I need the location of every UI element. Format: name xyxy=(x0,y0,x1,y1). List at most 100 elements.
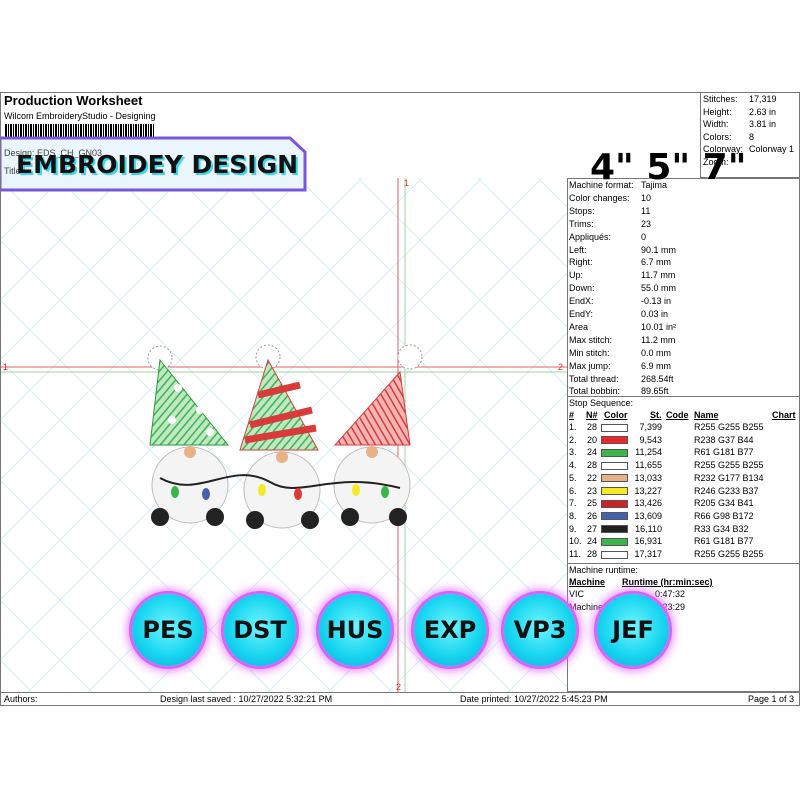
stitch-count: 7,399 xyxy=(639,422,662,432)
row-number: 2. xyxy=(569,434,577,445)
detail-value: 11.2 mm xyxy=(641,334,676,345)
needle: 23 xyxy=(587,485,598,496)
summary-value: 2.63 in xyxy=(749,106,777,117)
column-header: Name xyxy=(694,410,719,420)
detail-value: 0.03 in xyxy=(641,309,669,319)
row-number: 6. xyxy=(569,485,577,496)
row-number: 5. xyxy=(569,472,577,483)
needle: 28 xyxy=(587,422,598,432)
title-label: Title: xyxy=(4,166,24,176)
needle: 24 xyxy=(587,447,598,458)
stitch-count: 16,110 xyxy=(635,523,662,534)
divider xyxy=(567,563,800,564)
color-name: R66 G98 B172 xyxy=(694,510,754,521)
color-name: R33 G34 B32 xyxy=(694,523,749,534)
detail-label: Area xyxy=(569,321,589,332)
detail-value: 10 xyxy=(641,192,652,203)
gnome-art xyxy=(147,344,423,529)
footer-page: Page 1 of 3 xyxy=(748,694,795,704)
guide-label: 1 xyxy=(404,178,410,188)
row-number: 10. xyxy=(569,536,582,547)
summary-value: 17,319 xyxy=(749,94,777,104)
size-overlay: 4" 5" 7" xyxy=(590,147,747,188)
color-swatch xyxy=(601,448,628,457)
detail-value: 0 xyxy=(641,231,647,242)
detail-label: Max stitch: xyxy=(569,334,613,345)
footer-authors: Authors: xyxy=(4,694,38,704)
detail-value: -0.13 in xyxy=(641,296,672,307)
column-header: # xyxy=(569,410,575,420)
color-swatch xyxy=(601,461,628,470)
color-swatch xyxy=(601,499,628,508)
summary-label: Colorway: xyxy=(703,144,744,155)
detail-label: Min stitch: xyxy=(569,347,610,358)
needle: 22 xyxy=(587,472,598,483)
summary-label: Stitches: xyxy=(703,94,738,104)
detail-label: Max jump: xyxy=(569,360,611,371)
runtime-machine: VIC xyxy=(569,589,585,599)
needle: 25 xyxy=(587,498,598,509)
row-number: 1. xyxy=(569,422,577,432)
stitch-count: 17,317 xyxy=(634,549,662,559)
summary-label: Zoom: xyxy=(703,157,729,167)
detail-value: Tajima xyxy=(641,180,668,190)
column-header: Chart xyxy=(772,410,796,420)
runtime-machine: Machine xyxy=(569,601,604,612)
color-name: R232 G177 B134 xyxy=(694,472,764,483)
color-swatch xyxy=(601,423,628,432)
divider xyxy=(0,692,800,693)
detail-label: Right: xyxy=(569,257,593,268)
format-badge: JEF xyxy=(597,594,669,666)
runtime-value: 0:23:29 xyxy=(655,601,686,612)
color-swatch xyxy=(601,525,628,534)
row-number: 4. xyxy=(569,460,577,471)
color-swatch xyxy=(601,550,628,559)
guide-label: 1 xyxy=(3,362,9,372)
footer-printed: Date printed: 10/27/2022 5:45:23 PM xyxy=(460,694,608,704)
detail-label: Down: xyxy=(569,283,595,294)
color-swatch xyxy=(601,537,628,546)
summary-label: Width: xyxy=(703,119,729,130)
guide-label: 2 xyxy=(558,362,564,372)
color-swatch xyxy=(601,436,628,445)
detail-value: 11 xyxy=(641,205,651,216)
detail-value: 10.01 in² xyxy=(641,321,677,332)
format-badge: DST xyxy=(224,594,296,666)
color-name: R255 G255 B255 xyxy=(694,422,764,432)
column-header: Color xyxy=(604,410,628,420)
stitch-count: 13,609 xyxy=(634,510,662,521)
color-name: R61 G181 B77 xyxy=(694,536,754,547)
color-name: R61 G181 B77 xyxy=(694,447,754,458)
color-name: R255 G255 B255 xyxy=(694,460,764,471)
title: Production Worksheet xyxy=(4,93,143,108)
row-number: 11. xyxy=(569,549,581,559)
column-header: St. xyxy=(650,410,662,420)
stitch-count: 16,931 xyxy=(634,536,662,547)
footer-saved: Design last saved : 10/27/2022 5:32:21 P… xyxy=(160,694,333,704)
row-number: 7. xyxy=(569,498,577,509)
summary-value: Colorway 1 xyxy=(749,144,795,155)
row-number: 8. xyxy=(569,510,577,521)
design-name: Design: EDS_CH_GN03 xyxy=(4,148,103,158)
detail-value: 6.7 mm xyxy=(641,257,672,268)
detail-value: 268.54ft xyxy=(641,373,674,384)
runtime-value: 0:47:32 xyxy=(655,589,686,599)
section-title: Stop Sequence: xyxy=(569,398,634,408)
summary-value: 8 xyxy=(749,131,755,142)
subtitle: Wilcom EmbroideryStudio - Designing xyxy=(4,111,156,121)
detail-label: Appliqués: xyxy=(569,231,612,242)
stitch-count: 9,543 xyxy=(639,434,662,445)
color-swatch xyxy=(601,487,628,495)
detail-value: 0.0 mm xyxy=(641,347,672,358)
stitch-count: 13,227 xyxy=(634,485,662,496)
row-number: 9. xyxy=(569,523,577,534)
stitch-count: 13,033 xyxy=(634,472,662,483)
needle: 26 xyxy=(587,510,598,521)
row-number: 3. xyxy=(569,447,577,458)
format-badge: PES xyxy=(132,594,204,666)
color-name: R238 G37 B44 xyxy=(694,434,754,445)
detail-value: 55.0 mm xyxy=(641,283,677,294)
needle: 20 xyxy=(587,434,598,445)
column-header: Machine xyxy=(569,577,606,587)
